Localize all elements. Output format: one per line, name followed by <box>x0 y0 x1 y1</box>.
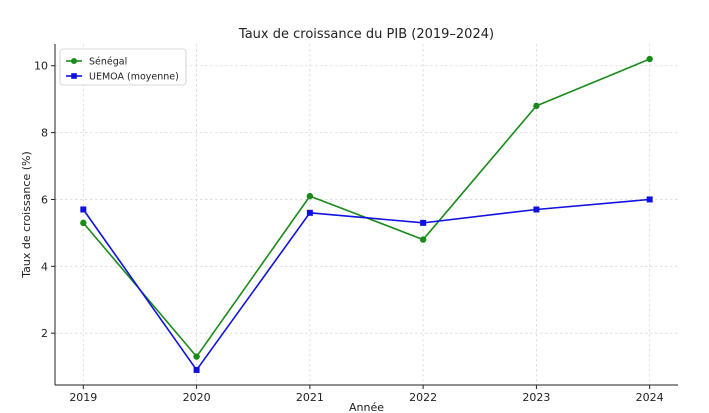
axes-layer <box>54 44 678 386</box>
y-tick-label: 6 <box>41 193 48 206</box>
series-layer <box>80 55 653 373</box>
legend-item: UEMOA (moyenne) <box>66 72 179 83</box>
x-tick-label: 2022 <box>409 391 437 404</box>
data-point <box>193 366 200 373</box>
data-point <box>306 192 314 200</box>
data-point <box>533 206 540 213</box>
series-line <box>82 198 650 371</box>
legend-marker <box>71 73 77 79</box>
series-1 <box>80 196 653 373</box>
grid-layer <box>55 44 678 385</box>
x-tick-label: 2019 <box>69 391 97 404</box>
data-point <box>306 209 313 216</box>
y-tick-label: 10 <box>34 60 48 73</box>
legend-marker <box>71 58 77 64</box>
legend-label: Sénégal <box>89 57 127 68</box>
legend-box <box>59 48 187 86</box>
y-axis-label: Taux de croissance (%) <box>20 151 33 279</box>
data-point <box>646 55 653 63</box>
ticks-layer: 2019 2020 2021 2022 2023 2024 2 4 6 8 10 <box>34 60 664 404</box>
x-tick-label: 2021 <box>296 391 324 404</box>
x-tick-label: 2023 <box>522 391 550 404</box>
chart-title: Taux de croissance du PIB (2019–2024) <box>238 27 494 42</box>
x-tick-label: 2024 <box>636 391 664 404</box>
legend-item: Sénégal <box>66 57 127 68</box>
y-tick-label: 2 <box>41 327 48 340</box>
data-point <box>533 102 540 110</box>
data-point <box>80 219 87 227</box>
data-point <box>420 219 427 226</box>
x-tick-label: 2020 <box>183 391 211 404</box>
legend-label: UEMOA (moyenne) <box>89 72 179 83</box>
series-0 <box>80 55 653 360</box>
data-point <box>80 206 87 213</box>
data-point <box>193 353 200 360</box>
y-tick-label: 8 <box>41 127 48 140</box>
series-line <box>82 58 650 358</box>
y-tick-label: 4 <box>41 260 48 273</box>
data-point <box>646 196 653 203</box>
legend: Sénégal UEMOA (moyenne) <box>59 48 187 86</box>
data-point <box>419 236 427 243</box>
x-axis-label: Année <box>349 401 384 413</box>
